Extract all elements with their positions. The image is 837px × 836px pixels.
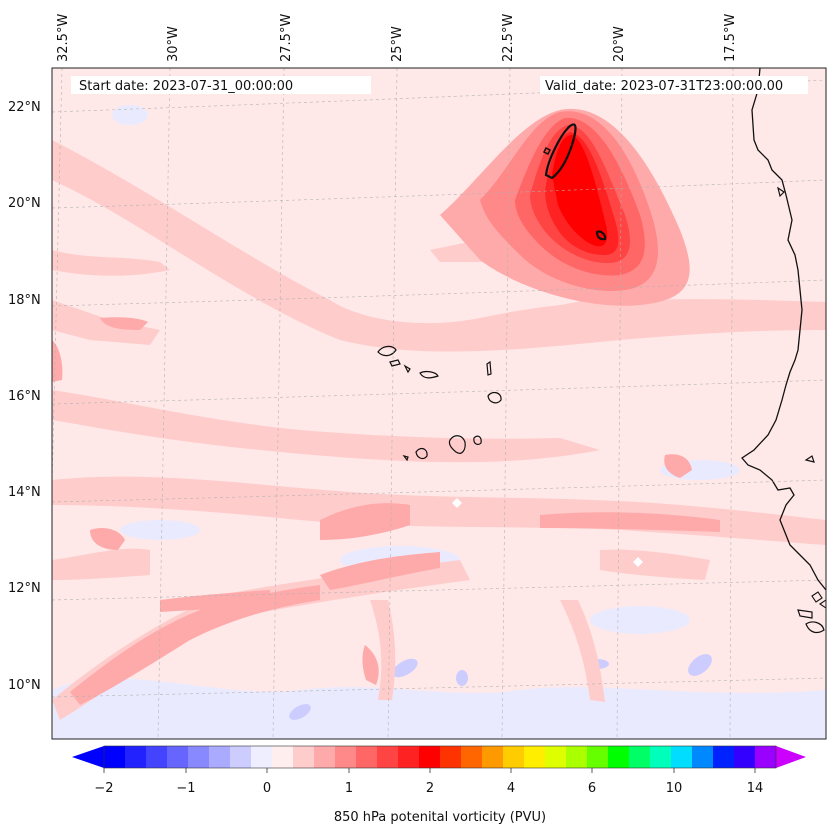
colorbar-cell (587, 746, 609, 768)
colorbar-cell (482, 746, 504, 768)
map-panel (46, 68, 826, 739)
colorbar-cell (188, 746, 210, 768)
colorbar-cell (104, 746, 126, 768)
colorbar-cell (545, 746, 567, 768)
lat-label-20n: 20°N (8, 196, 41, 211)
colorbar-tick-neg1: −1 (176, 781, 195, 796)
colorbar-cell (251, 746, 273, 768)
colorbar-cell (566, 746, 588, 768)
colorbar-cells (104, 746, 777, 768)
colorbar-cell (293, 746, 315, 768)
colorbar: −2 −1 0 1 2 4 6 10 14 850 hPa potenital … (72, 746, 806, 825)
lat-label-18n: 18°N (8, 293, 41, 308)
lat-label-10n: 10°N (8, 678, 41, 693)
colorbar-cell (734, 746, 756, 768)
colorbar-cell (461, 746, 483, 768)
colorbar-cell (209, 746, 231, 768)
colorbar-tick-0: 0 (263, 781, 271, 796)
colorbar-cell (692, 746, 714, 768)
colorbar-ticks (104, 768, 755, 773)
colorbar-cell (125, 746, 147, 768)
start-date-label: Start date: 2023-07-31_00:00:00 (79, 79, 293, 94)
colorbar-extend-low (72, 746, 104, 768)
colorbar-cell (146, 746, 168, 768)
colorbar-cell (755, 746, 777, 768)
lon-label-17-5w: 17.5°W (723, 14, 738, 62)
colorbar-cell (398, 746, 420, 768)
colorbar-tick-4: 4 (507, 781, 515, 796)
colorbar-cell (650, 746, 672, 768)
colorbar-cell (167, 746, 189, 768)
colorbar-tick-neg2: −2 (94, 781, 113, 796)
colorbar-tick-6: 6 (588, 781, 596, 796)
colorbar-tick-1: 1 (345, 781, 353, 796)
colorbar-cell (356, 746, 378, 768)
lon-label-20w: 20°W (612, 26, 627, 62)
lon-label-22-5w: 22.5°W (501, 14, 516, 62)
colorbar-cell (440, 746, 462, 768)
colorbar-tick-14: 14 (747, 781, 764, 796)
colorbar-cell (503, 746, 525, 768)
colorbar-cell (230, 746, 252, 768)
colorbar-extend-high (776, 746, 806, 768)
lon-label-25w: 25°W (390, 26, 405, 62)
colorbar-cell (671, 746, 693, 768)
lon-label-30w: 30°W (166, 26, 181, 62)
colorbar-tick-10: 10 (666, 781, 683, 796)
colorbar-cell (314, 746, 336, 768)
colorbar-cell (272, 746, 294, 768)
lon-label-32-5w: 32.5°W (56, 14, 71, 62)
lon-label-27-5w: 27.5°W (279, 14, 294, 62)
lat-label-14n: 14°N (8, 485, 41, 500)
colorbar-tick-2: 2 (426, 781, 434, 796)
latitude-labels: 22°N 20°N 18°N 16°N 14°N 12°N 10°N (8, 100, 41, 693)
colorbar-cell (629, 746, 651, 768)
colorbar-title: 850 hPa potenital vorticity (PVU) (334, 810, 546, 825)
colorbar-cell (608, 746, 630, 768)
valid-date-label: Valid_date: 2023-07-31T23:00:00.00 (545, 79, 783, 94)
colorbar-cell (713, 746, 735, 768)
lat-label-12n: 12°N (8, 581, 41, 596)
lat-label-16n: 16°N (8, 389, 41, 404)
colorbar-cell (419, 746, 441, 768)
colorbar-cell (524, 746, 546, 768)
longitude-labels: 32.5°W 30°W 27.5°W 25°W 22.5°W 20°W 17.5… (56, 14, 738, 62)
lat-label-22n: 22°N (8, 100, 41, 115)
colorbar-cell (335, 746, 357, 768)
colorbar-cell (377, 746, 399, 768)
